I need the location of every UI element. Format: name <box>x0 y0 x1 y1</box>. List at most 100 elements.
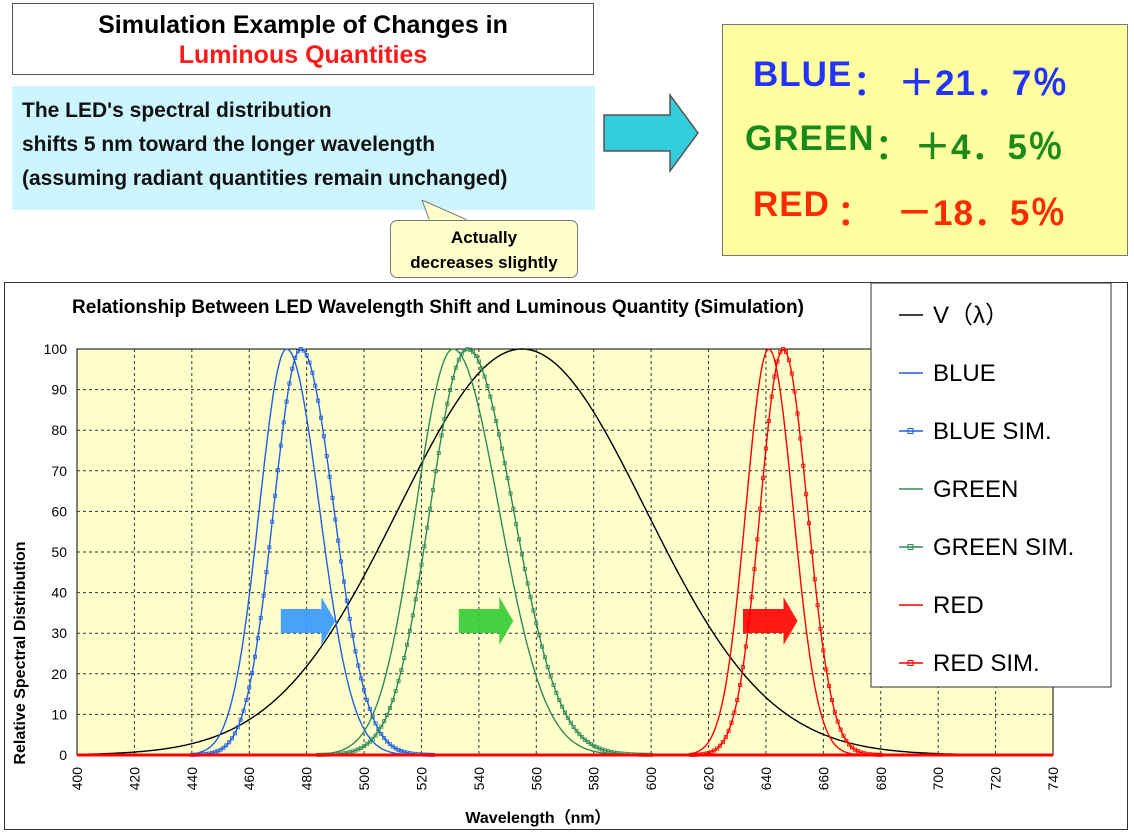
series-marker <box>238 717 243 722</box>
series-marker <box>758 506 763 511</box>
legend-label: BLUE SIM. <box>933 418 1052 445</box>
series-marker <box>393 689 398 694</box>
series-marker <box>281 420 286 425</box>
series-marker <box>273 493 278 498</box>
description-line-2: shifts 5 nm toward the longer wavelength <box>22 133 436 156</box>
callout-line-2: decreases slightly <box>410 253 558 272</box>
series-marker <box>385 713 390 718</box>
chart-title: Relationship Between LED Wavelength Shif… <box>72 297 804 318</box>
series-marker <box>743 644 748 649</box>
x-tick-label: 460 <box>241 767 257 791</box>
series-marker <box>557 698 562 703</box>
series-marker <box>448 388 453 393</box>
series-marker <box>382 719 387 724</box>
series-marker <box>850 745 855 750</box>
legend-marker <box>907 660 914 666</box>
series-marker <box>390 698 395 703</box>
x-tick-label: 580 <box>586 767 602 791</box>
result-label-blue: BLUE <box>753 55 853 94</box>
series-marker <box>792 389 797 394</box>
series-marker <box>252 654 257 659</box>
series-marker <box>428 506 433 511</box>
x-tick-label: 620 <box>701 767 717 791</box>
series-marker <box>720 740 725 745</box>
series-marker <box>847 742 852 747</box>
series-marker <box>499 446 504 451</box>
series-marker <box>468 347 473 352</box>
series-marker <box>812 577 817 582</box>
series-marker <box>307 360 312 365</box>
series-marker <box>789 371 794 376</box>
series-marker <box>729 720 734 725</box>
series-marker <box>491 406 496 411</box>
series-marker <box>296 349 301 354</box>
curves <box>77 347 1053 757</box>
legend-label: RED <box>933 592 984 619</box>
series-marker <box>821 648 826 653</box>
series-marker <box>304 353 309 358</box>
series-marker <box>838 727 843 732</box>
series-marker <box>781 347 786 352</box>
series-marker <box>367 739 372 744</box>
x-tick-label: 420 <box>126 767 142 791</box>
legend: V（λ） BLUE BLUE SIM. GREEN GREEN SIM. RED RED S… <box>870 283 1112 688</box>
series-marker <box>505 476 510 481</box>
result-sep-green: ： <box>875 128 912 167</box>
series-marker <box>382 736 387 741</box>
series-marker <box>740 665 745 670</box>
spectral-chart: 400 420 440 460 480 500 520 540 560 580 600 620 640 6… <box>12 283 1112 827</box>
series-marker <box>732 710 737 715</box>
series-marker <box>784 349 789 354</box>
series-marker <box>453 365 458 370</box>
series-marker <box>425 525 430 530</box>
series-marker <box>267 545 272 550</box>
series-marker <box>422 544 427 549</box>
result-row-green: GREEN ： ＋4．5％ <box>723 119 1129 169</box>
result-value-red: －18．5％ <box>897 194 1067 233</box>
series-marker <box>278 443 283 448</box>
series-marker <box>232 731 237 736</box>
x-tick-label: 520 <box>413 767 429 791</box>
series-marker <box>442 417 447 422</box>
x-axis-label: Wavelength（nm） <box>465 809 610 827</box>
x-tick-label: 640 <box>758 767 774 791</box>
series-marker <box>577 732 582 737</box>
series-marker <box>829 698 834 703</box>
series-marker <box>476 359 481 364</box>
result-sep-blue: ： <box>853 64 890 103</box>
series-marker <box>528 595 533 600</box>
series-marker <box>379 732 384 737</box>
chart-frame: 400 420 440 460 480 500 520 540 560 580 600 620 640 6… <box>4 282 1128 830</box>
series-marker <box>327 474 332 479</box>
series-marker <box>534 621 539 626</box>
series-marker <box>749 595 754 600</box>
series-marker <box>407 628 412 633</box>
series-marker <box>560 704 565 709</box>
series-marker <box>511 506 516 511</box>
series-marker <box>531 608 536 613</box>
description-line-3: (assuming radiant quantities remain unch… <box>22 167 508 190</box>
series-marker <box>795 411 800 416</box>
series-marker <box>738 682 743 687</box>
series-marker <box>221 745 226 750</box>
series-marker <box>419 562 424 567</box>
series-marker <box>341 579 346 584</box>
y-tick-label: 100 <box>44 341 68 357</box>
series-marker <box>517 537 522 542</box>
series-marker <box>347 616 352 621</box>
series-marker <box>247 685 252 690</box>
y-axis-label: Relative Spectral Distribution <box>12 541 29 764</box>
series-marker <box>827 683 832 688</box>
callout-line-1: Actually <box>450 228 518 247</box>
series-marker <box>284 399 289 404</box>
series-marker <box>356 663 361 668</box>
series-marker <box>542 655 547 660</box>
description-line-1: The LED's spectral distribution <box>22 99 332 122</box>
series-marker <box>522 567 527 572</box>
series-marker <box>241 708 246 713</box>
series-marker <box>402 656 407 661</box>
series-marker <box>766 419 771 424</box>
series-marker <box>310 370 315 375</box>
series-marker <box>474 354 479 359</box>
series-marker <box>456 357 461 362</box>
